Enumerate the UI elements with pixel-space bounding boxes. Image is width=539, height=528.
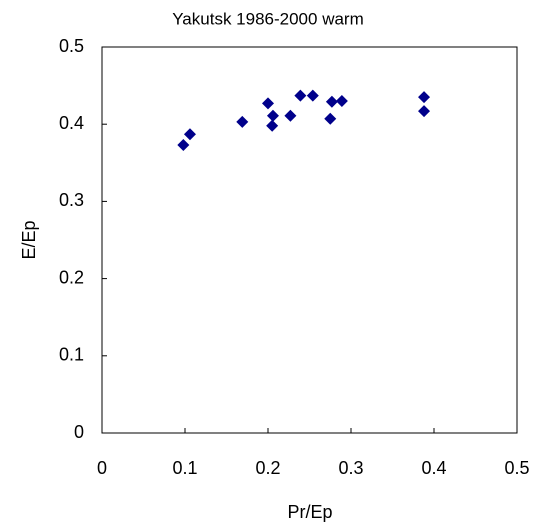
- scatter-point: [418, 105, 431, 118]
- y-axis-label: E/Ep: [19, 220, 39, 259]
- y-tick-label: 0.5: [59, 36, 84, 56]
- scatter-point: [306, 89, 319, 102]
- y-tick-label: 0.4: [59, 113, 84, 133]
- plot-frame: [101, 46, 518, 434]
- x-tick-label: 0: [97, 458, 107, 478]
- x-tick-label: 0.5: [504, 458, 529, 478]
- scatter-point: [324, 112, 337, 125]
- scatter-point: [177, 139, 190, 152]
- y-tick-label: 0.1: [59, 345, 84, 365]
- x-tick-label: 0.2: [255, 458, 280, 478]
- scatter-point: [266, 109, 279, 122]
- chart-title: Yakutsk 1986-2000 warm: [172, 9, 364, 28]
- scatter-point: [335, 95, 348, 108]
- scatter-point: [183, 128, 196, 141]
- scatter-point: [262, 97, 274, 110]
- scatter-point: [325, 95, 338, 108]
- y-tick-label: 0.2: [59, 267, 84, 287]
- x-tick-label: 0.3: [338, 458, 363, 478]
- scatter-point: [294, 89, 307, 102]
- scatter-point: [266, 119, 279, 132]
- x-tick-label: 0.1: [172, 458, 197, 478]
- scatter-point: [418, 91, 431, 104]
- scatter-point: [236, 115, 249, 128]
- scatter-point: [284, 109, 297, 122]
- x-axis-label: Pr/Ep: [287, 502, 332, 522]
- y-tick-label: 0: [74, 422, 84, 442]
- y-tick-label: 0.3: [59, 190, 84, 210]
- x-tick-label: 0.4: [421, 458, 446, 478]
